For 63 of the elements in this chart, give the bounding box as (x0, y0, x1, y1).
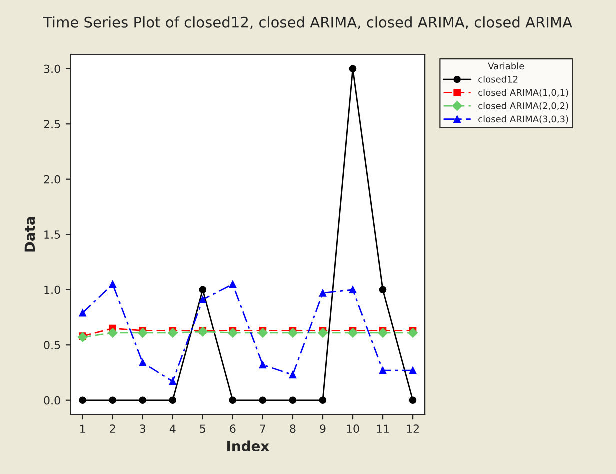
point (138, 328, 148, 338)
point (349, 65, 357, 73)
point (79, 396, 86, 404)
point (198, 326, 208, 337)
x-tick-label: 7 (260, 424, 266, 433)
point (259, 396, 267, 404)
point (289, 396, 297, 404)
point (289, 371, 297, 379)
point (79, 309, 86, 317)
point (199, 286, 207, 294)
point (109, 280, 117, 288)
point (109, 396, 117, 404)
y-axis-title: Data (24, 217, 36, 252)
x-tick-label: 9 (320, 424, 326, 434)
y-tick-label: 2.0 (44, 175, 60, 184)
x-tick-label: 5 (200, 424, 206, 434)
point (319, 396, 327, 404)
point (169, 396, 177, 404)
point (378, 328, 388, 338)
x-tick-label: 3 (140, 424, 146, 434)
point (379, 366, 387, 374)
point (318, 328, 328, 338)
point (319, 290, 327, 297)
point (139, 359, 147, 366)
point (348, 328, 358, 338)
x-tick-label: 8 (290, 424, 296, 434)
y-tick-label: 1.5 (44, 230, 60, 240)
x-tick-label: 1 (80, 424, 86, 433)
y-tick-label: 1.0 (44, 286, 60, 294)
x-tick-label: 4 (170, 424, 176, 433)
point (409, 366, 417, 374)
legend-label: closed ARIMA(1,0,1) (478, 89, 568, 98)
point (169, 378, 177, 386)
legend-label: closed ARIMA(3,0,3) (478, 116, 568, 124)
x-tick-label: 2 (110, 424, 116, 433)
x-tick-label: 10 (347, 424, 360, 434)
y-tick-label: 0.5 (44, 341, 60, 350)
point (349, 286, 357, 294)
y-tick-label: 0.0 (44, 396, 60, 405)
x-tick-label: 11 (377, 424, 390, 433)
point (409, 396, 417, 404)
legend-label: closed ARIMA(2,0,2) (478, 102, 568, 110)
x-tick-label: 12 (407, 424, 419, 433)
legend-label: closed12 (478, 76, 518, 83)
point (168, 328, 178, 338)
chart-title: Time Series Plot of closed12, closed ARIMA, closed ARIMA, closed ARIMA (43, 16, 572, 30)
y-tick-label: 2.5 (44, 120, 60, 129)
point (108, 328, 118, 338)
point (229, 396, 237, 404)
point (259, 361, 267, 369)
y-tick-label: 3.0 (44, 64, 60, 74)
point (229, 280, 237, 288)
point (199, 296, 207, 304)
point (228, 328, 238, 338)
point (258, 328, 268, 338)
point (379, 286, 387, 294)
x-tick-label: 6 (230, 424, 236, 434)
legend-title: Variable (488, 62, 524, 70)
point (78, 332, 88, 342)
point (288, 328, 298, 338)
x-axis-title: Index (228, 440, 270, 452)
point (408, 328, 418, 338)
point (139, 396, 147, 404)
